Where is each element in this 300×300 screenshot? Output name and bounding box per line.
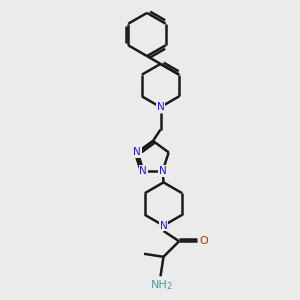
- Text: N: N: [134, 147, 141, 158]
- Text: 2: 2: [167, 282, 172, 291]
- Text: NH: NH: [151, 280, 167, 290]
- Text: N: N: [157, 102, 164, 112]
- Text: N: N: [159, 166, 167, 176]
- Text: O: O: [199, 236, 208, 246]
- Text: N: N: [140, 166, 147, 176]
- Text: N: N: [160, 220, 167, 231]
